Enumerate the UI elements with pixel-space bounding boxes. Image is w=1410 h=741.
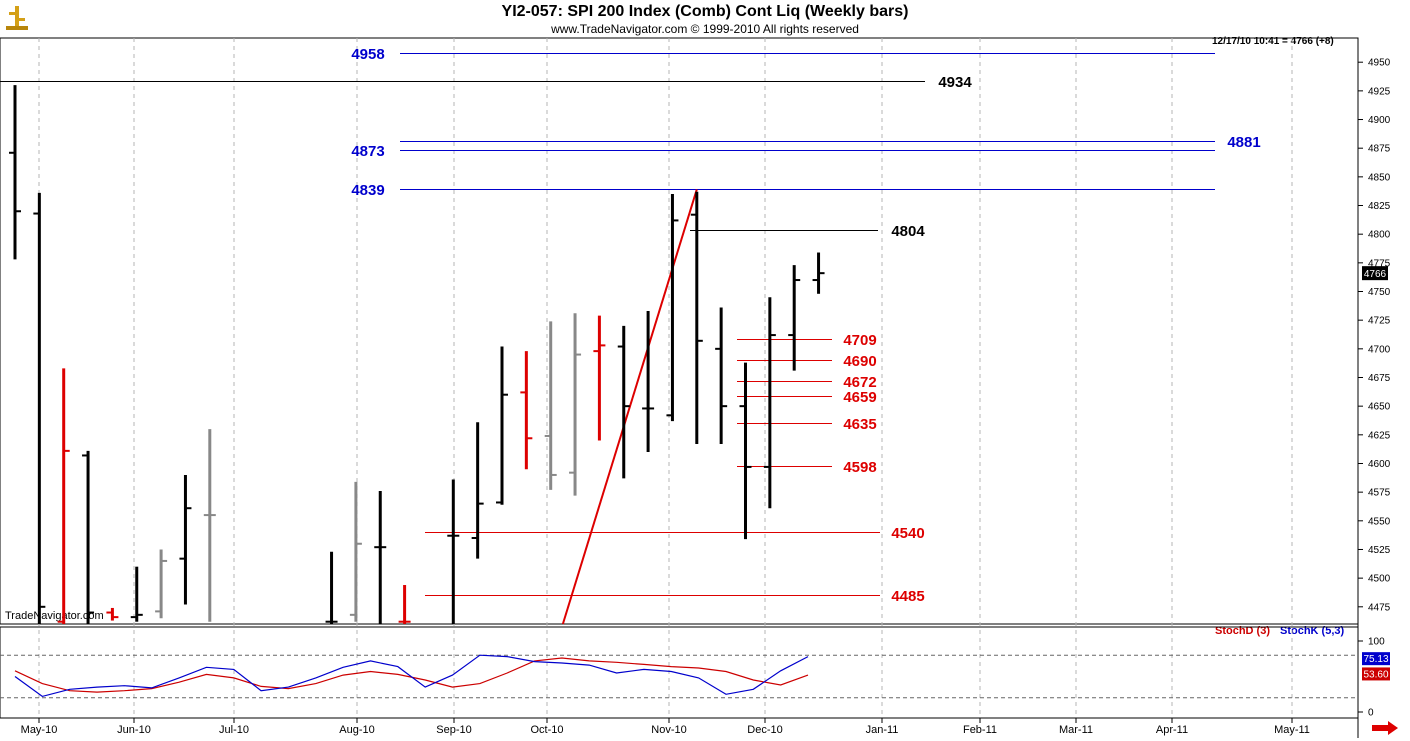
level-label: 4540 — [891, 525, 924, 542]
y-tick-label: 4800 — [1368, 230, 1391, 241]
y-tick-label: 4900 — [1368, 115, 1391, 126]
level-label: 4659 — [843, 389, 876, 406]
trendline — [561, 189, 698, 625]
y-tick-label: 4750 — [1368, 287, 1391, 298]
level-label: 4804 — [891, 223, 925, 240]
y-tick-label: 4650 — [1368, 402, 1391, 413]
stoch-k-line — [14, 654, 809, 698]
y-tick-label: 4550 — [1368, 516, 1391, 527]
level-label: 4873 — [351, 143, 384, 160]
chart-title: YI2-057: SPI 200 Index (Comb) Cont Liq (… — [501, 3, 909, 20]
y-tick-label: 4600 — [1368, 459, 1391, 470]
y-tick-label: 4475 — [1368, 602, 1391, 613]
y-tick-label: 4700 — [1368, 344, 1391, 355]
x-tick-label: Jun-10 — [117, 724, 151, 736]
stoch-k-legend: StochK (5,3) — [1280, 625, 1345, 637]
price-pane-frame — [0, 37, 1359, 625]
y-tick-label: 4950 — [1368, 58, 1391, 69]
y-tick-label: 4575 — [1368, 488, 1391, 499]
x-tick-label: Sep-10 — [436, 724, 471, 736]
x-tick-label: Feb-11 — [963, 724, 997, 736]
chart-subtitle: www.TradeNavigator.com © 1999-2010 All r… — [551, 22, 859, 36]
level-label: 4881 — [1227, 134, 1260, 151]
x-tick-label: Mar-11 — [1059, 724, 1093, 736]
stoch-y-label: 0 — [1368, 708, 1374, 719]
y-tick-label: 4850 — [1368, 172, 1391, 183]
stoch-y-label: 100 — [1368, 637, 1385, 648]
x-tick-label: Nov-10 — [651, 724, 686, 736]
last-price-box — [1362, 266, 1388, 281]
level-label: 4485 — [891, 588, 924, 605]
x-tick-label: Apr-11 — [1156, 724, 1188, 736]
x-tick-label: Jan-11 — [866, 724, 899, 736]
ohlc-bars — [9, 85, 825, 624]
level-label: 4635 — [843, 416, 876, 433]
stoch-d-legend: StochD (3) — [1215, 625, 1270, 637]
y-tick-label: 4825 — [1368, 201, 1391, 212]
level-label: 4690 — [843, 353, 876, 370]
red-right-arrow-icon[interactable] — [1370, 720, 1400, 736]
y-tick-label: 4775 — [1368, 258, 1391, 269]
level-label: 4934 — [938, 74, 972, 91]
x-tick-label: Aug-10 — [339, 724, 374, 736]
y-tick-label: 4525 — [1368, 545, 1391, 556]
x-tick-label: Dec-10 — [747, 724, 782, 736]
last-price-label: 4766 — [1364, 269, 1387, 280]
y-tick-label: 4625 — [1368, 430, 1391, 441]
level-label: 4598 — [843, 459, 876, 476]
y-tick-label: 4925 — [1368, 86, 1391, 97]
level-label: 4709 — [843, 332, 876, 349]
quote-timestamp: 12/17/10 10:41 = 4766 (+8) — [1212, 36, 1334, 47]
y-tick-label: 4875 — [1368, 144, 1391, 155]
level-label: 4839 — [351, 182, 384, 199]
y-tick-label: 4675 — [1368, 373, 1391, 384]
level-label: 4672 — [843, 374, 876, 391]
stoch-k-value: 75.13 — [1363, 654, 1388, 665]
x-tick-label: May-11 — [1274, 724, 1310, 736]
stoch-k-value-box — [1362, 652, 1390, 666]
y-tick-label: 4500 — [1368, 574, 1391, 585]
y-tick-label: 4725 — [1368, 316, 1391, 327]
level-label: 4958 — [351, 46, 384, 63]
stoch-pane-frame — [0, 626, 1359, 719]
stoch-d-value-box — [1362, 667, 1390, 681]
x-tick-label: May-10 — [21, 724, 58, 736]
watermark: TradeNavigator.com — [5, 610, 104, 622]
stoch-d-value: 53.60 — [1363, 669, 1388, 680]
trade-navigator-logo-icon — [4, 4, 30, 32]
x-tick-label: Oct-10 — [530, 724, 563, 736]
x-tick-label: Jul-10 — [219, 724, 249, 736]
